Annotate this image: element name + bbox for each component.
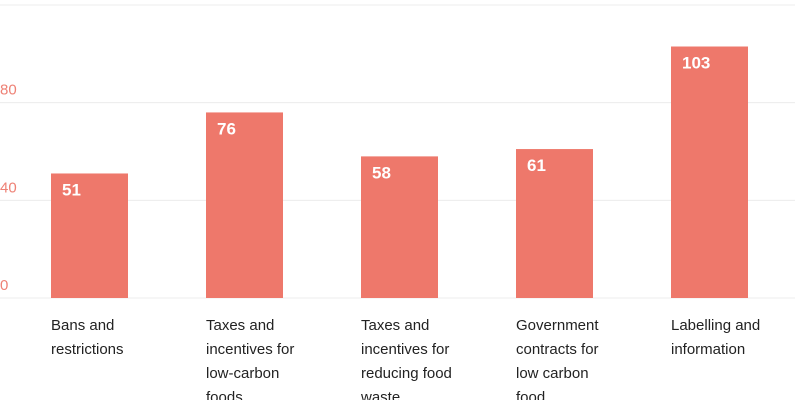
value-label: 76 <box>217 119 236 138</box>
bar <box>516 149 593 298</box>
y-tick-label: 0 <box>0 277 8 294</box>
bar <box>51 173 128 298</box>
x-tick-label: Taxes and incentives for low-carbon food… <box>206 317 295 400</box>
y-tick-label: 80 <box>0 82 17 99</box>
bar <box>206 112 283 298</box>
y-tick-label: 40 <box>0 179 17 196</box>
value-label: 51 <box>62 180 81 199</box>
x-tick-label: Government contracts for low carbon food <box>516 317 599 400</box>
bar <box>671 46 748 299</box>
bar <box>361 156 438 298</box>
value-label: 61 <box>527 156 546 175</box>
x-tick-label: Labelling and information <box>671 317 761 358</box>
value-label: 58 <box>372 163 391 182</box>
y-tick-label: 120 <box>0 0 25 1</box>
x-tick-label: Bans and restrictions <box>51 317 124 358</box>
value-label: 103 <box>682 54 710 73</box>
x-tick-label: Taxes and incentives for reducing food w… <box>361 317 452 400</box>
